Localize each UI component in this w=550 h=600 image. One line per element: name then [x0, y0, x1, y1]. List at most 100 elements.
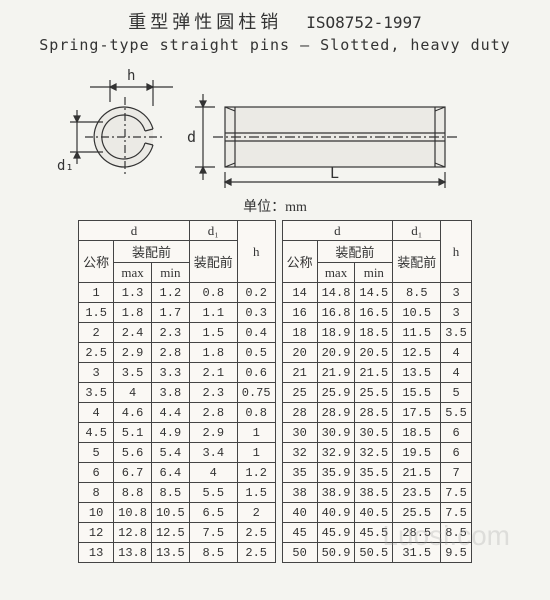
cell-nom: 35	[282, 463, 317, 483]
table-row: 2525.925.515.55	[282, 383, 471, 403]
cell-nom: 2	[79, 323, 114, 343]
cell-h: 7.5	[441, 483, 472, 503]
pin-diagram: h d₁ d	[45, 62, 505, 192]
col-d1-before: 装配前	[189, 241, 237, 283]
cell-max: 2.4	[114, 323, 152, 343]
col-nominal: 公称	[79, 241, 114, 283]
cell-max: 21.9	[317, 363, 355, 383]
cell-min: 28.5	[355, 403, 393, 423]
cell-nom: 6	[79, 463, 114, 483]
cell-h: 9.5	[441, 543, 472, 563]
cell-max: 45.9	[317, 523, 355, 543]
cell-h: 3	[441, 283, 472, 303]
cell-h: 1.5	[237, 483, 275, 503]
col-d1-before: 装配前	[393, 241, 441, 283]
cell-d1: 8.5	[393, 283, 441, 303]
col-nominal: 公称	[282, 241, 317, 283]
cell-max: 5.6	[114, 443, 152, 463]
cell-min: 45.5	[355, 523, 393, 543]
cell-nom: 13	[79, 543, 114, 563]
cell-nom: 25	[282, 383, 317, 403]
table-row: 2121.921.513.54	[282, 363, 471, 383]
cell-min: 16.5	[355, 303, 393, 323]
cell-nom: 21	[282, 363, 317, 383]
cell-min: 2.3	[151, 323, 189, 343]
cell-h: 1.2	[237, 463, 275, 483]
cell-min: 20.5	[355, 343, 393, 363]
svg-text:L: L	[330, 164, 339, 182]
svg-text:d: d	[187, 128, 196, 146]
cell-max: 20.9	[317, 343, 355, 363]
standard-code: ISO8752-1997	[306, 13, 422, 32]
cell-nom: 8	[79, 483, 114, 503]
cell-nom: 40	[282, 503, 317, 523]
cell-h: 7.5	[441, 503, 472, 523]
cell-h: 0.75	[237, 383, 275, 403]
cell-nom: 50	[282, 543, 317, 563]
cell-min: 5.4	[151, 443, 189, 463]
table-row: 1313.813.58.52.5	[79, 543, 275, 563]
table-row: 88.88.55.51.5	[79, 483, 275, 503]
col-before-assembly: 装配前	[317, 241, 393, 263]
cell-min: 10.5	[151, 503, 189, 523]
title-row: 重型弹性圆柱销 ISO8752-1997	[8, 8, 542, 34]
cell-d1: 1.5	[189, 323, 237, 343]
table-row: 5050.950.531.59.5	[282, 543, 471, 563]
cell-min: 3.3	[151, 363, 189, 383]
cell-nom: 18	[282, 323, 317, 343]
table-row: 11.31.20.80.2	[79, 283, 275, 303]
cell-nom: 3	[79, 363, 114, 383]
cell-max: 1.8	[114, 303, 152, 323]
cell-min: 4.4	[151, 403, 189, 423]
cell-nom: 1.5	[79, 303, 114, 323]
cell-min: 1.2	[151, 283, 189, 303]
cell-d1: 15.5	[393, 383, 441, 403]
cell-nom: 4	[79, 403, 114, 423]
cell-nom: 38	[282, 483, 317, 503]
cell-d1: 11.5	[393, 323, 441, 343]
cell-min: 1.7	[151, 303, 189, 323]
cell-d1: 2.8	[189, 403, 237, 423]
cell-nom: 4.5	[79, 423, 114, 443]
cell-d1: 7.5	[189, 523, 237, 543]
cell-nom: 12	[79, 523, 114, 543]
cell-min: 38.5	[355, 483, 393, 503]
cell-h: 2.5	[237, 543, 275, 563]
cell-d1: 6.5	[189, 503, 237, 523]
table-row: 3838.938.523.57.5	[282, 483, 471, 503]
cell-max: 38.9	[317, 483, 355, 503]
col-h: h	[441, 221, 472, 283]
cell-nom: 20	[282, 343, 317, 363]
table-row: 1010.810.56.52	[79, 503, 275, 523]
cell-h: 0.6	[237, 363, 275, 383]
table-row: 1818.918.511.53.5	[282, 323, 471, 343]
cell-h: 8.5	[441, 523, 472, 543]
cell-nom: 1	[79, 283, 114, 303]
cell-h: 4	[441, 363, 472, 383]
cell-max: 28.9	[317, 403, 355, 423]
cell-max: 14.8	[317, 283, 355, 303]
cell-d1: 5.5	[189, 483, 237, 503]
col-h: h	[237, 221, 275, 283]
cell-max: 18.9	[317, 323, 355, 343]
cell-max: 12.8	[114, 523, 152, 543]
cell-max: 4.6	[114, 403, 152, 423]
cell-d1: 19.5	[393, 443, 441, 463]
cell-max: 1.3	[114, 283, 152, 303]
cell-min: 30.5	[355, 423, 393, 443]
cell-nom: 28	[282, 403, 317, 423]
cell-h: 1	[237, 443, 275, 463]
cell-h: 0.2	[237, 283, 275, 303]
table-row: 33.53.32.10.6	[79, 363, 275, 383]
cell-min: 32.5	[355, 443, 393, 463]
cell-d1: 10.5	[393, 303, 441, 323]
cell-h: 2.5	[237, 523, 275, 543]
cell-nom: 2.5	[79, 343, 114, 363]
cell-min: 6.4	[151, 463, 189, 483]
cell-max: 2.9	[114, 343, 152, 363]
cell-h: 6	[441, 443, 472, 463]
cell-h: 0.3	[237, 303, 275, 323]
svg-text:h: h	[127, 68, 135, 84]
table-row: 2828.928.517.55.5	[282, 403, 471, 423]
cell-h: 0.8	[237, 403, 275, 423]
